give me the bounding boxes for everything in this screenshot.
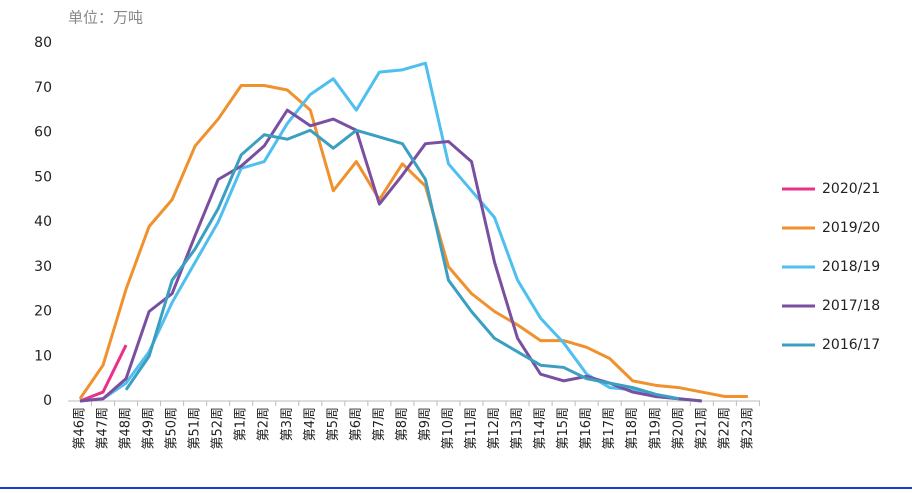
x-tick-label: 第14周 <box>533 407 548 450</box>
y-tick-label: 10 <box>34 348 52 364</box>
legend-label: 2020/21 <box>822 181 880 197</box>
x-tick-label: 第2周 <box>257 407 272 441</box>
x-tick-label: 第49周 <box>142 407 157 450</box>
x-tick-label: 第48周 <box>119 407 134 450</box>
x-tick-label: 第22周 <box>717 407 732 450</box>
series-line <box>124 128 680 401</box>
y-tick-label: 40 <box>34 214 52 230</box>
x-tick-label: 第23周 <box>740 407 755 450</box>
y-tick-label: 70 <box>34 80 52 96</box>
x-tick-label: 第50周 <box>165 407 180 450</box>
x-tick-label: 第7周 <box>372 407 387 441</box>
legend-label: 2018/19 <box>822 259 880 275</box>
y-tick-label: 80 <box>34 35 52 51</box>
x-tick-label: 第19周 <box>648 407 663 450</box>
x-tick-label: 第21周 <box>694 407 709 450</box>
x-tick-label: 第12周 <box>487 407 502 450</box>
series-line <box>79 61 702 403</box>
x-tick-label: 第18周 <box>625 407 640 450</box>
x-tick-label: 第11周 <box>464 407 479 450</box>
legend-label: 2019/20 <box>822 220 880 236</box>
y-tick-label: 0 <box>43 393 52 409</box>
series-line <box>78 84 748 400</box>
x-tick-label: 第6周 <box>349 407 364 441</box>
series-line <box>79 344 128 403</box>
x-tick-label: 第8周 <box>395 407 410 441</box>
legend-label: 2017/18 <box>822 298 880 314</box>
x-tick-label: 第5周 <box>326 407 341 441</box>
x-tick-label: 第46周 <box>73 407 88 450</box>
x-tick-label: 第4周 <box>303 407 318 441</box>
y-tick-label: 60 <box>34 125 52 141</box>
unit-label: 单位：万吨 <box>68 9 143 27</box>
legend-label: 2016/17 <box>822 337 880 353</box>
x-tick-label: 第20周 <box>671 407 686 450</box>
x-tick-label: 第1周 <box>234 407 249 441</box>
x-tick-label: 第52周 <box>211 407 226 450</box>
x-tick-label: 第9周 <box>418 407 433 441</box>
x-tick-label: 第17周 <box>602 407 617 450</box>
y-tick-label: 50 <box>34 169 52 185</box>
y-tick-label: 20 <box>34 304 52 320</box>
x-tick-label: 第51周 <box>188 407 203 450</box>
x-tick-label: 第16周 <box>579 407 594 450</box>
x-tick-label: 第15周 <box>556 407 571 450</box>
y-tick-label: 30 <box>34 259 52 275</box>
x-tick-label: 第10周 <box>441 407 456 450</box>
x-tick-label: 第3周 <box>280 407 295 441</box>
x-tick-label: 第13周 <box>510 407 525 450</box>
x-tick-label: 第47周 <box>96 407 111 450</box>
